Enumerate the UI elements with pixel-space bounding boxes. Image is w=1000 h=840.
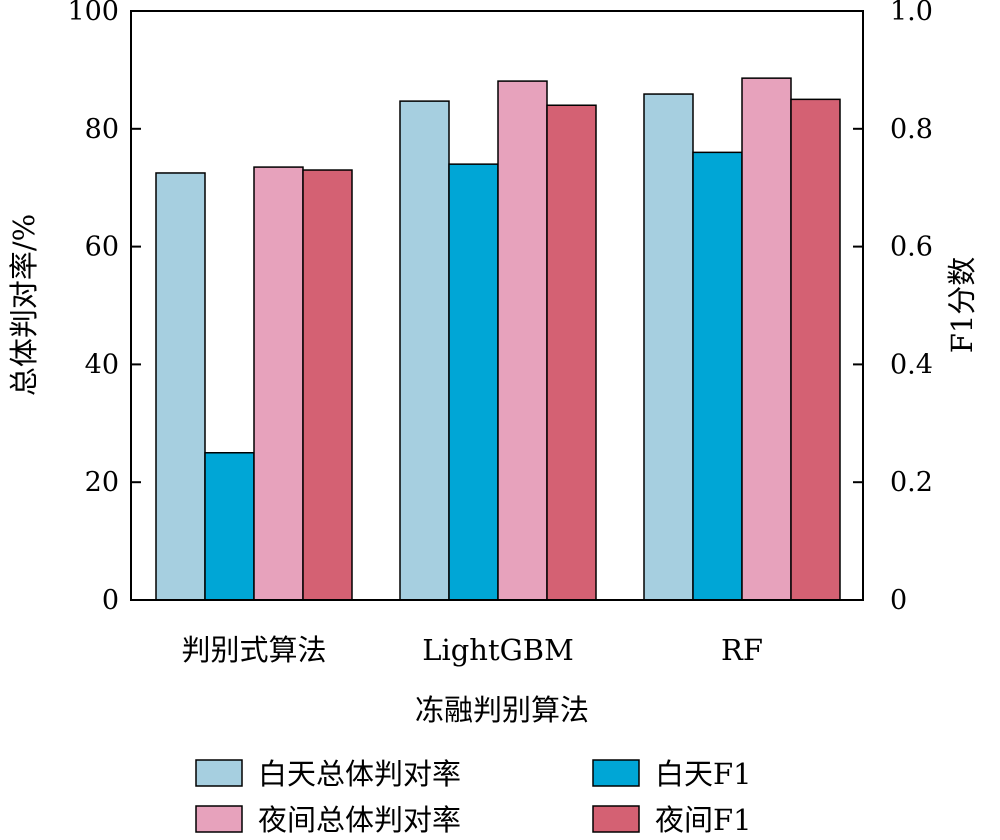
right-tick-label: 0.2 [890,467,933,498]
legend-label: 白天总体判对率 [258,757,461,791]
category-label: RF [721,633,763,667]
legend-swatch [592,805,640,833]
bar-1-2 [692,151,743,601]
legend-label: 夜间F1 [655,803,752,837]
right-axis-title: F1分数 [945,257,979,354]
left-axis: 0 20 40 60 80 100 [67,0,141,616]
right-tick-label: 1.0 [890,0,933,27]
legend-swatch [195,805,243,833]
legend-swatch [592,759,640,787]
left-tick-label: 40 [85,349,119,380]
bars-layer [155,77,841,601]
bar-3-1 [546,104,597,601]
right-tick-label: 0 [890,585,907,616]
left-tick-label: 0 [102,585,119,616]
left-tick-label: 100 [67,0,119,27]
category-label: LightGBM [422,633,574,667]
bar-3-2 [790,98,841,601]
bar-1-0 [204,452,255,601]
right-tick-label: 0.6 [890,232,933,263]
x-axis-title: 冻融判别算法 [415,693,589,727]
bar-1-1 [448,163,499,601]
bar-2-0 [253,166,304,601]
right-tick-label: 0.8 [890,114,933,145]
left-tick-label: 80 [85,114,119,145]
bar-2-1 [497,80,548,601]
right-axis: 0 0.2 0.4 0.6 0.8 1.0 [853,0,933,616]
legend-label: 夜间总体判对率 [258,803,461,837]
bar-2-2 [741,77,792,601]
bar-3-0 [302,169,353,601]
legend-swatch [195,759,243,787]
legend-label: 白天F1 [655,757,752,791]
right-tick-label: 0.4 [890,349,933,380]
plot-frame [130,10,864,601]
left-axis-title: 总体判对率/% [7,214,41,396]
bar-0-1 [399,100,450,601]
category-labels: 判别式算法 LightGBM RF [181,633,762,667]
left-tick-label: 60 [85,232,119,263]
bar-0-2 [643,93,694,601]
legend: 白天总体判对率 白天F1 夜间总体判对率 夜间F1 [195,757,752,837]
bar-0-0 [155,172,206,601]
category-label: 判别式算法 [181,633,326,667]
left-tick-label: 20 [85,467,119,498]
